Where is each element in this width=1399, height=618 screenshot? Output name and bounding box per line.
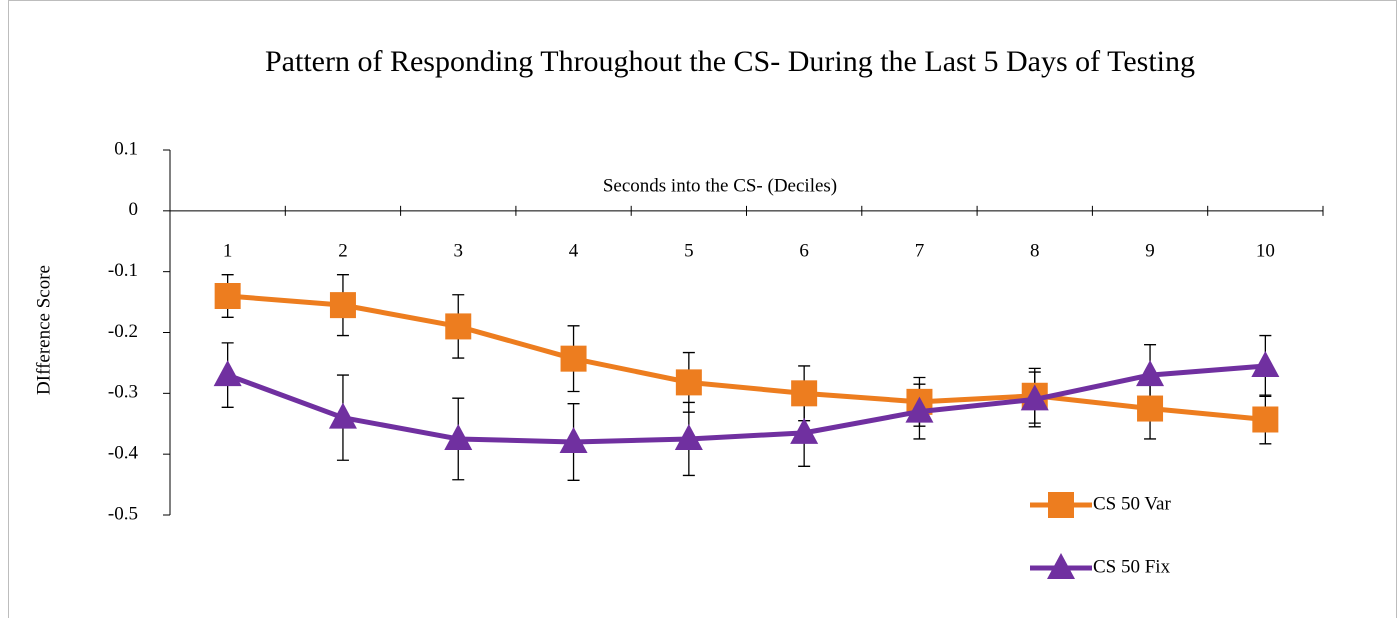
marker [559, 427, 588, 453]
marker [328, 402, 357, 429]
x-tick-label: 2 [338, 240, 348, 261]
x-tick-label: 6 [799, 240, 809, 261]
x-tick-label: 8 [1030, 240, 1040, 261]
y-tick-label: -0.2 [108, 321, 138, 342]
marker [1047, 553, 1075, 579]
x-tick-label: 10 [1256, 240, 1275, 261]
marker [1048, 492, 1074, 518]
chart-frame [8, 0, 1397, 618]
y-tick-label: -0.3 [108, 382, 138, 403]
legend-label: CS 50 Fix [1093, 556, 1171, 577]
marker [1252, 406, 1279, 433]
marker [444, 423, 473, 450]
marker [791, 380, 818, 407]
marker [329, 292, 356, 319]
chart-title: Pattern of Responding Throughout the CS-… [264, 45, 1196, 78]
marker [905, 396, 934, 423]
series-line [227, 293, 1266, 422]
y-tick-label: -0.4 [108, 443, 139, 464]
x-tick-label: 3 [454, 240, 464, 261]
x-tick-label: 5 [684, 240, 694, 261]
marker [560, 345, 587, 372]
marker [674, 423, 703, 450]
marker [213, 360, 242, 387]
y-tick-label: -0.5 [108, 503, 138, 524]
x-tick-label: 9 [1145, 240, 1155, 261]
marker [675, 369, 702, 396]
marker [790, 417, 819, 444]
legend-label: CS 50 Var [1093, 493, 1171, 514]
marker [1136, 360, 1165, 387]
y-tick-label: -0.1 [108, 260, 138, 281]
x-tick-label: 4 [569, 240, 579, 261]
y-tick-label: 0.1 [114, 138, 138, 159]
series-line [226, 363, 1266, 445]
marker [1137, 395, 1164, 422]
y-tick-label: 0 [129, 199, 139, 220]
marker [1251, 350, 1280, 377]
y-axis-label: DIfference Score [33, 265, 54, 395]
marker [1020, 384, 1049, 411]
x-tick-label: 1 [223, 240, 233, 261]
marker [445, 313, 472, 340]
x-axis-label: Seconds into the CS- (Deciles) [603, 175, 837, 196]
marker [214, 283, 241, 309]
x-tick-label: 7 [915, 240, 925, 261]
